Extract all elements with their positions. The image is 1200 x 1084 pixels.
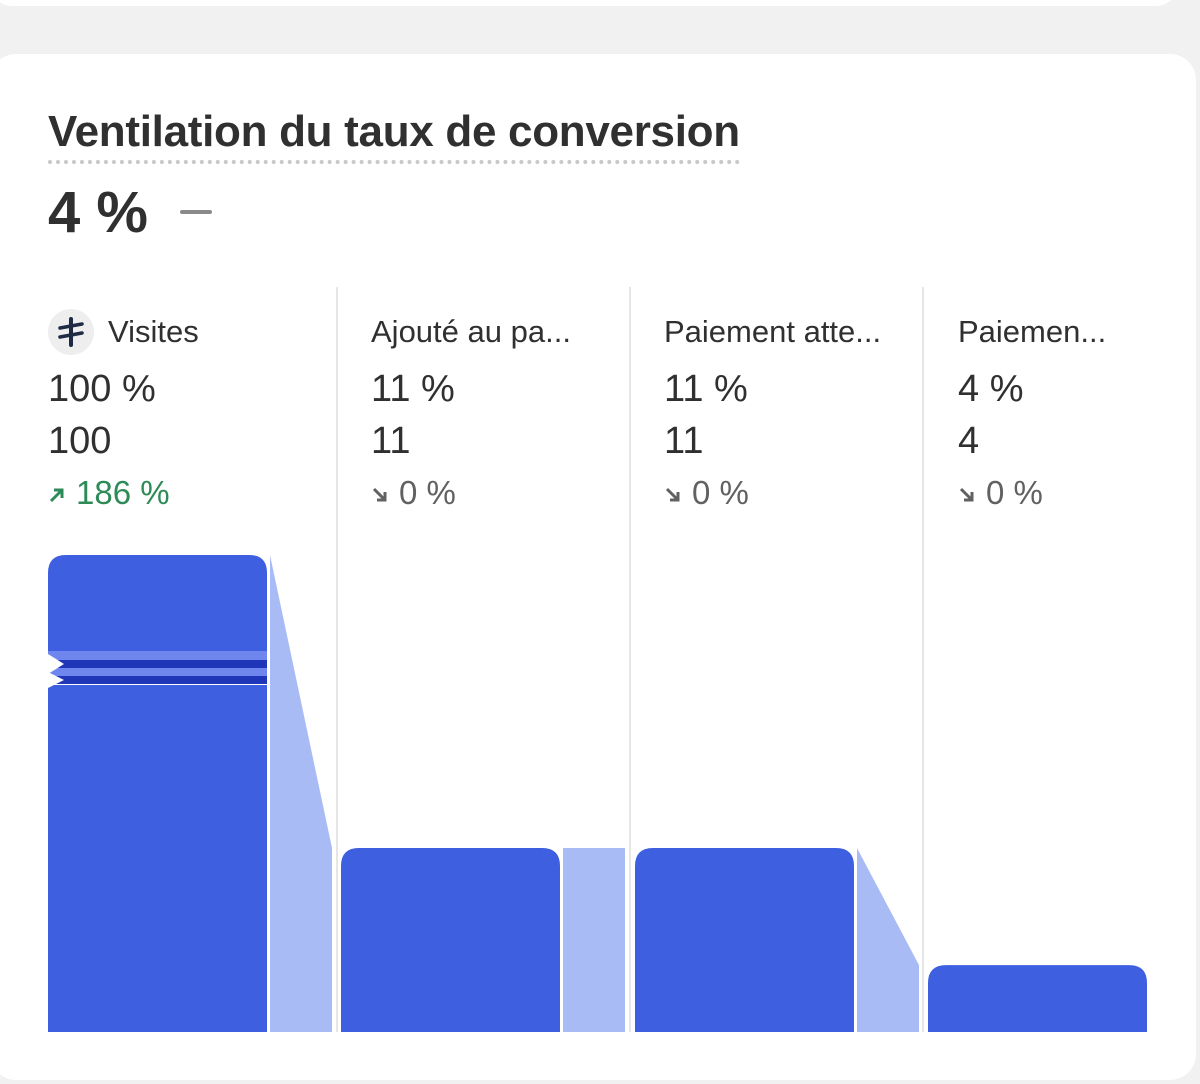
funnel-bar-2[interactable] [341,848,560,1032]
step-added-to-cart-header[interactable]: Ajouté au pa... [371,310,571,354]
change-value: 0 % [399,474,456,511]
step-count: 100 [48,420,112,462]
axis-break-band [48,668,267,676]
axis-break-band [48,660,267,668]
step-change: 0 % [371,474,456,512]
step-percent: 11 % [371,368,455,410]
funnel-connector-1 [270,555,332,1032]
column-divider [922,287,924,1032]
axis-break-notch [48,654,64,674]
change-value: 0 % [986,474,1043,511]
column-divider [629,287,631,1032]
step-checkout-completed-header[interactable]: Paiemen... [958,310,1106,354]
funnel-connector-3 [857,848,919,1032]
axis-break-band [48,676,267,684]
step-label: Paiemen... [958,314,1107,349]
step-percent: 100 % [48,368,156,410]
axis-break-band [48,651,267,660]
trend-down-icon [664,474,682,512]
step-count: 11 [371,420,411,462]
change-value: 186 % [76,474,170,511]
previous-card [0,0,1178,6]
step-change: 0 % [664,474,749,512]
funnel-bar-3[interactable] [635,848,854,1032]
step-label: Ajouté au pa... [371,314,571,349]
funnel-bar-4[interactable] [928,965,1147,1032]
trend-down-icon [371,474,389,512]
trend-up-icon [48,474,66,512]
funnel-bar-1[interactable] [48,555,267,1032]
step-count: 4 [958,420,980,462]
trend-down-icon [958,474,976,512]
step-change: 0 % [958,474,1043,512]
step-visits-header[interactable]: Visites [48,309,199,355]
step-percent: 11 % [664,368,748,410]
funnel-connector-2 [563,848,625,1032]
step-count: 11 [664,420,704,462]
step-label: Visites [108,314,199,349]
step-label: Paiement atte... [664,314,882,349]
card-title[interactable]: Ventilation du taux de conversion [48,104,740,164]
step-percent: 4 % [958,368,1024,410]
sessions-icon [48,309,94,355]
conversion-rate-value: 4 % [48,180,148,245]
change-value: 0 % [692,474,749,511]
axis-break-notch [48,672,64,688]
comparison-dash [180,210,212,214]
column-divider [336,287,338,1032]
step-change: 186 % [48,474,170,512]
step-checkout-reached-header[interactable]: Paiement atte... [664,310,881,354]
